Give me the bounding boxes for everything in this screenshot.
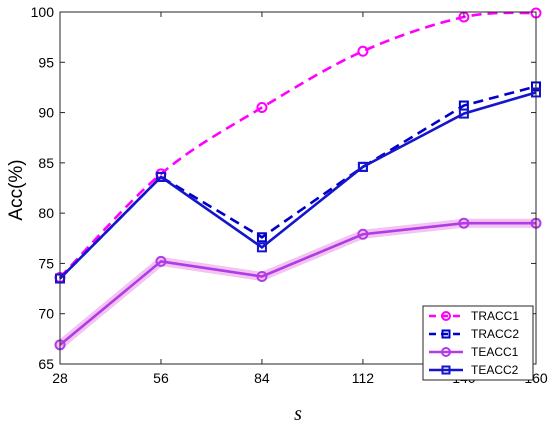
data-point [155,255,167,267]
legend-label: TRACC1 [471,309,519,323]
legend: TRACC1 TRACC2 TEACC1 TEACC2 [422,305,534,381]
y-tick-label: 65 [38,356,54,372]
y-tick-label: 70 [38,306,54,322]
y-tick-label: 80 [38,205,54,221]
data-point [357,161,368,172]
y-axis: 65 70 75 80 85 90 95 100 [31,4,536,372]
legend-label: TRACC2 [471,327,519,341]
y-tick-label: 100 [31,4,55,20]
legend-item: TEACC2 [429,363,519,377]
data-point [441,311,451,321]
x-tick-label: 28 [52,370,68,386]
data-point [256,242,267,253]
data-point [155,171,166,182]
data-point [256,271,268,283]
plot-area [60,12,536,364]
data-point [458,108,469,119]
x-axis-label: s [294,403,302,425]
data-point [357,45,369,57]
series-line [59,11,537,279]
x-tick-label: 84 [254,370,270,386]
legend-box [422,305,534,381]
legend-item: TEACC1 [429,345,519,359]
x-tick-label: 112 [352,370,375,386]
series-line [59,91,537,280]
data-point [256,232,267,243]
y-tick-label: 95 [38,54,54,70]
legend-item: TRACC1 [429,309,519,323]
y-tick-label: 85 [38,155,54,171]
plot-frame [59,11,537,365]
legend-item: TRACC2 [429,327,519,341]
x-tick-label: 56 [153,370,169,386]
y-axis-label: Acc(%) [6,159,27,220]
data-point [256,102,268,114]
data-point [441,365,451,375]
data-point [441,347,451,357]
y-tick-label: 75 [38,255,54,271]
y-tick-label: 90 [38,105,54,121]
series-line [59,221,536,346]
data-point [357,228,369,240]
legend-label: TEACC2 [471,363,519,377]
legend-label: TEACC1 [471,345,519,359]
data-point [458,217,470,229]
data-point [441,329,451,339]
